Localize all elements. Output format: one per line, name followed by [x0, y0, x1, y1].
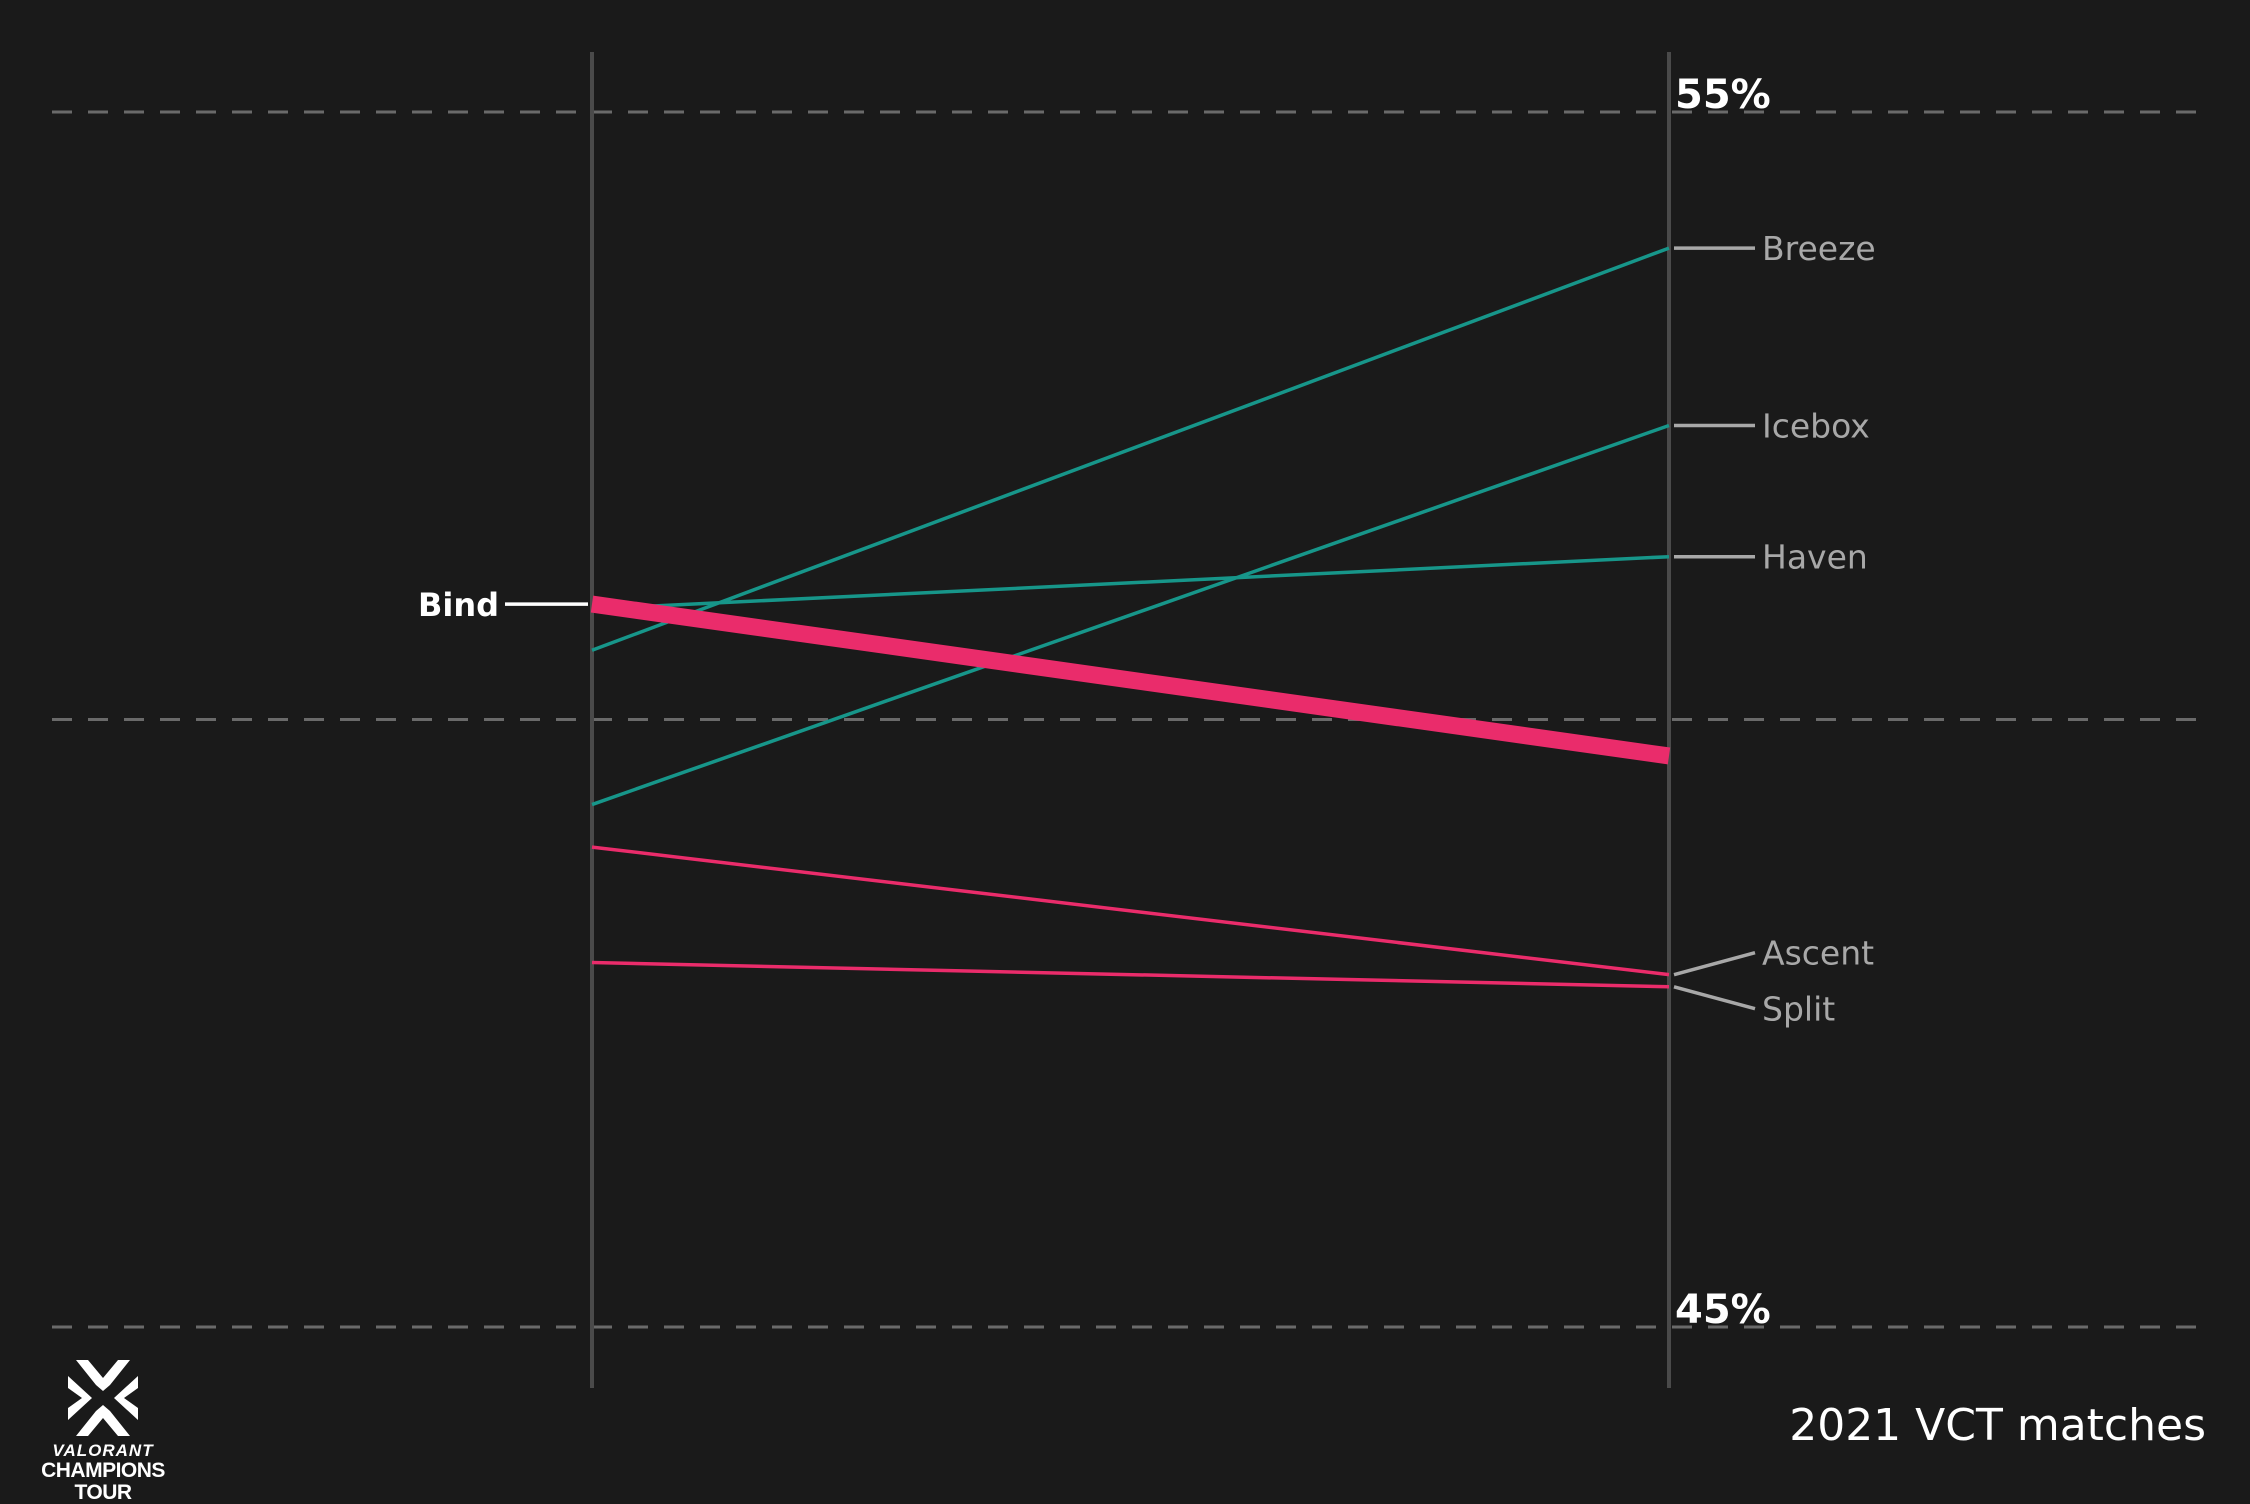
- series-labels: Breeze Icebox Haven Ascent Split Bind: [418, 229, 1876, 1029]
- series-line-bind: [590, 595, 1671, 765]
- tick-labels: 55% 45%: [1675, 72, 1771, 1333]
- leader-split: [1673, 985, 1756, 1011]
- tick-label-55: 55%: [1675, 72, 1771, 118]
- logo-text-champions-tour: CHAMPIONS TOUR: [41, 1459, 165, 1504]
- series-label-icebox: Icebox: [1762, 406, 1870, 445]
- grid-lines: [52, 110, 2205, 1329]
- series-line-ascent: [591, 845, 1670, 977]
- series-label-ascent: Ascent: [1762, 934, 1874, 973]
- leader-ascent: [1673, 951, 1756, 977]
- tick-label-45: 45%: [1675, 1287, 1771, 1333]
- vct-logo-icon: [68, 1360, 138, 1436]
- logo-text-valorant: VALORANT: [52, 1441, 154, 1460]
- vct-logo: VALORANT CHAMPIONS TOUR: [18, 1358, 188, 1504]
- series-label-breeze: Breeze: [1762, 229, 1876, 268]
- series-line-icebox: [591, 423, 1670, 807]
- series-label-split: Split: [1762, 990, 1835, 1029]
- series-label-bind: Bind: [418, 586, 499, 624]
- axis-lines: [590, 52, 1671, 1388]
- series-line-haven: [591, 554, 1670, 611]
- chart-caption: 2021 VCT matches: [1789, 1400, 2206, 1451]
- series-lines: [590, 246, 1671, 989]
- series-line-split: [591, 960, 1670, 989]
- series-label-haven: Haven: [1762, 538, 1868, 577]
- series-line-breeze: [591, 246, 1670, 652]
